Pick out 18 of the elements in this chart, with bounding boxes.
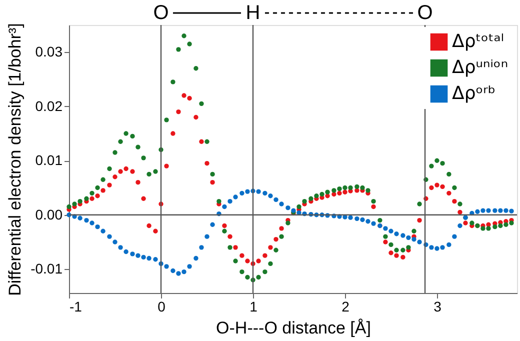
y-axis-title: Differential electron density [1/bohr³] bbox=[6, 23, 25, 296]
y-tick-label: 0.00 bbox=[35, 206, 63, 222]
ref-line-label: O bbox=[153, 2, 169, 24]
legend-label: Δρᵘⁿⁱᵒⁿ bbox=[452, 57, 508, 78]
ref-line-label: O bbox=[417, 2, 433, 24]
legend-label: Δρᵗᵒᵗᵃˡ bbox=[452, 31, 504, 52]
x-tick-label: 0 bbox=[158, 298, 166, 314]
ref-line-label: H bbox=[246, 2, 260, 24]
x-tick-label: 2 bbox=[342, 298, 350, 314]
x-tick-label: 3 bbox=[434, 298, 442, 314]
x-axis-title: O-H---O distance [Å] bbox=[216, 318, 371, 338]
x-tick-label: -1 bbox=[70, 298, 82, 314]
x-tick-label: 1 bbox=[250, 298, 258, 314]
y-tick-label: 0.03 bbox=[35, 44, 63, 60]
y-tick-label: 0.01 bbox=[35, 152, 63, 168]
y-tick-label: -0.01 bbox=[30, 260, 63, 277]
y-tick-label: 0.02 bbox=[35, 98, 63, 114]
legend-label: Δρᵒʳᵇ bbox=[452, 83, 496, 104]
